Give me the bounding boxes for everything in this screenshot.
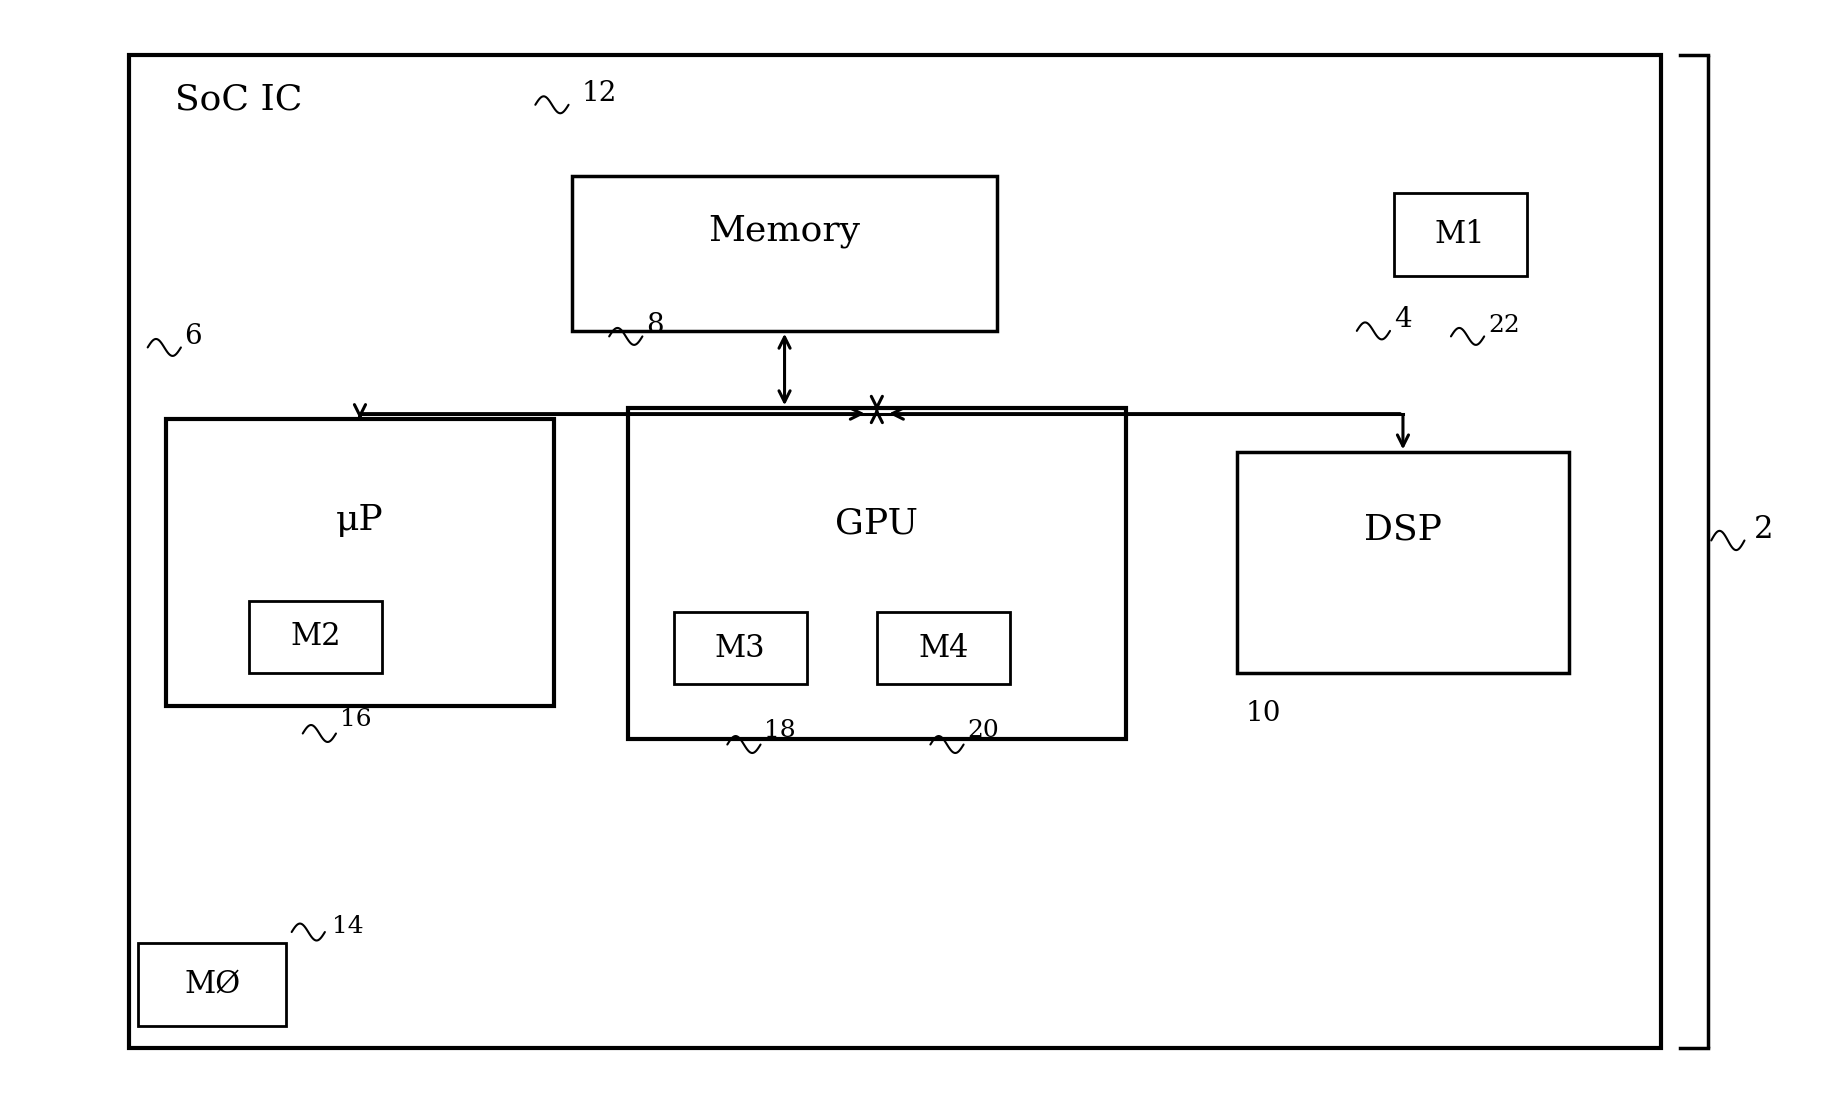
Bar [138, 943, 286, 1026]
Text: 4: 4 [1394, 307, 1412, 333]
Text: 14: 14 [332, 915, 364, 938]
Bar [877, 612, 1010, 684]
Text: SoC IC: SoC IC [175, 83, 303, 117]
Text: 2: 2 [1754, 514, 1774, 545]
Bar [129, 55, 1661, 1048]
Text: M2: M2 [290, 621, 342, 653]
Bar [674, 612, 807, 684]
Text: 10: 10 [1246, 700, 1281, 727]
Text: M3: M3 [714, 632, 766, 664]
Bar [572, 176, 997, 331]
Text: DSP: DSP [1364, 513, 1442, 546]
Bar [166, 419, 554, 706]
Bar [1237, 452, 1569, 673]
Text: 22: 22 [1488, 314, 1519, 336]
Text: 12: 12 [581, 81, 617, 107]
Text: MØ: MØ [185, 968, 240, 1000]
Text: 8: 8 [646, 312, 665, 339]
Bar [628, 408, 1126, 739]
Text: GPU: GPU [836, 507, 917, 540]
Text: Memory: Memory [709, 214, 860, 247]
Bar [1394, 193, 1527, 276]
Text: 6: 6 [185, 323, 203, 350]
Text: M4: M4 [917, 632, 969, 664]
Text: 16: 16 [340, 708, 371, 730]
Text: M1: M1 [1434, 218, 1486, 250]
Text: 18: 18 [764, 719, 796, 741]
Text: 20: 20 [967, 719, 999, 741]
Bar [249, 601, 382, 673]
Text: μP: μP [336, 503, 384, 536]
